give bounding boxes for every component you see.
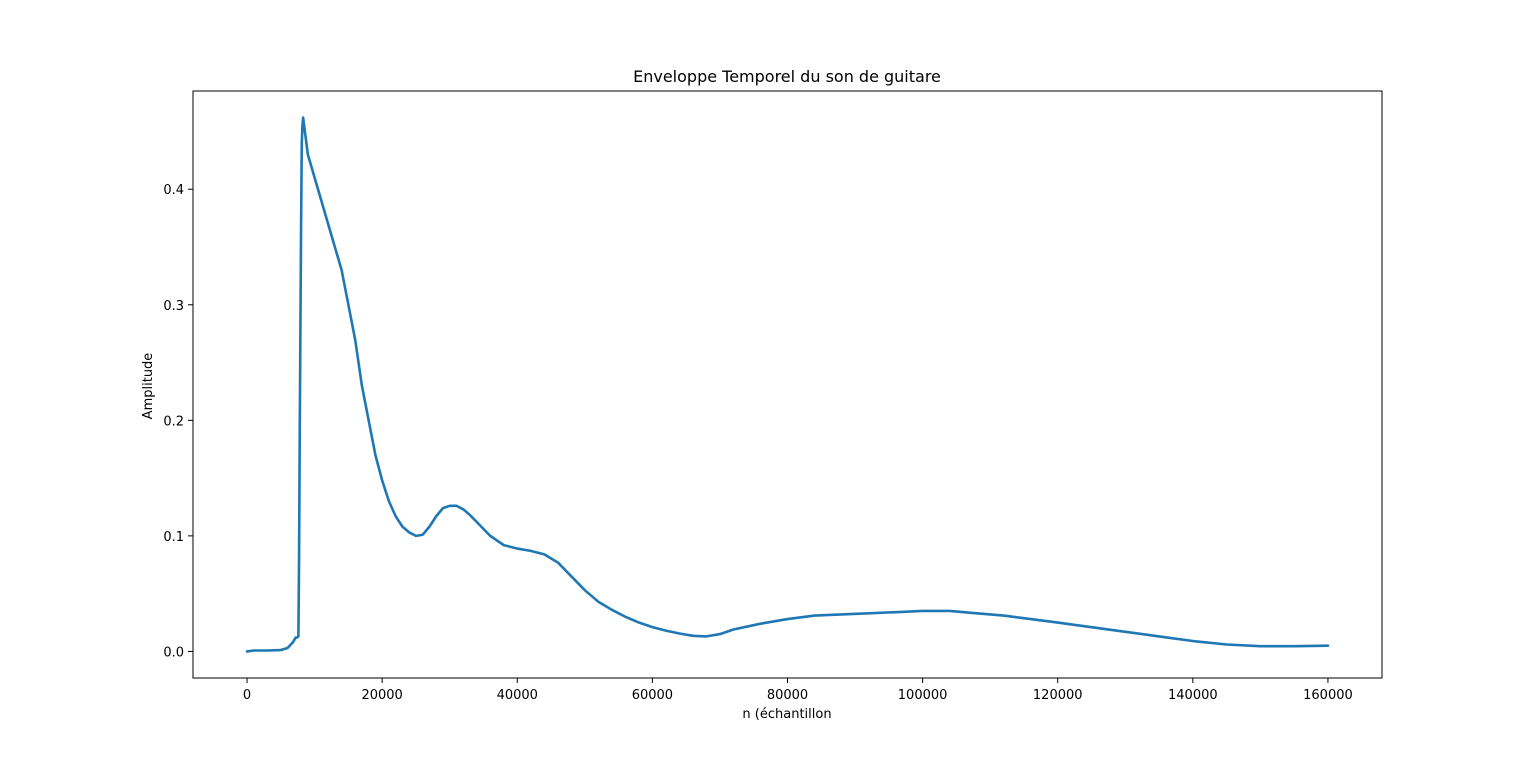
y-tick-label: 0.2 (163, 414, 184, 429)
x-tick-label: 140000 (1168, 688, 1218, 703)
y-tick-label: 0.0 (163, 645, 184, 660)
series-layer (245, 116, 1330, 653)
x-tick-label: 0 (243, 688, 251, 703)
chart-title: Enveloppe Temporel du son de guitare (633, 67, 941, 86)
series-line-0 (245, 116, 1330, 653)
x-tick-label: 120000 (1033, 688, 1083, 703)
y-axis-label: Amplitude (141, 353, 156, 420)
y-axis: 0.0 0.1 0.2 0.3 0.4 (163, 183, 193, 660)
y-tick-label: 0.1 (163, 530, 184, 545)
x-tick-label: 160000 (1303, 688, 1353, 703)
x-tick-label: 80000 (767, 688, 808, 703)
x-tick-label: 20000 (361, 688, 402, 703)
x-axis-label: n (échantillon (742, 707, 831, 722)
x-tick-label: 60000 (632, 688, 673, 703)
x-tick-label: 100000 (898, 688, 948, 703)
y-tick-label: 0.4 (163, 183, 184, 198)
y-tick-label: 0.3 (163, 299, 184, 314)
x-axis: 0 20000 40000 60000 80000 100000 120000 140000 1… (243, 678, 1353, 703)
x-tick-label: 40000 (497, 688, 538, 703)
